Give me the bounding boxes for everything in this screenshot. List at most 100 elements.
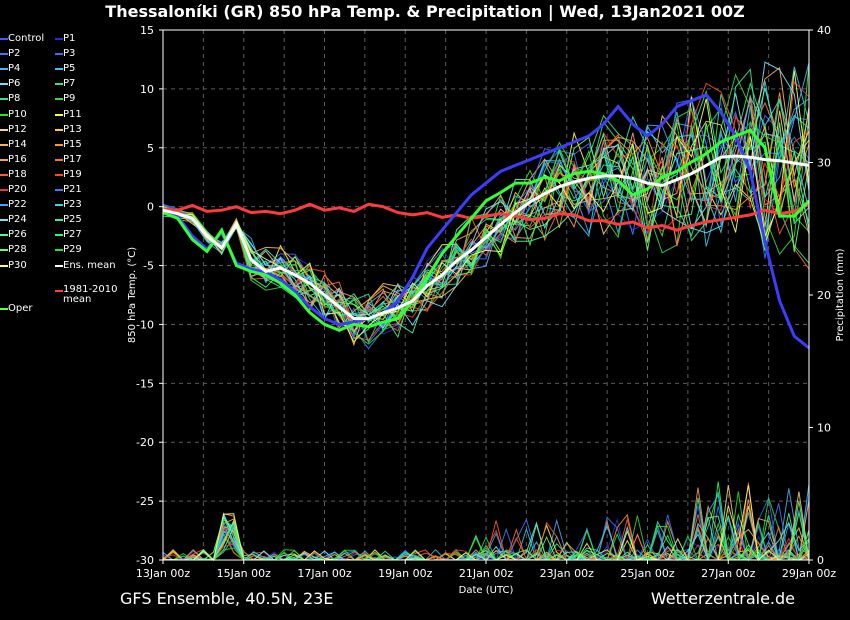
legend-swatch <box>55 173 63 176</box>
legend-swatch <box>55 68 63 71</box>
legend-label: P15 <box>63 138 82 150</box>
y-tick-label: -15 <box>136 377 154 390</box>
legend-swatch <box>0 264 8 267</box>
legend-label: P3 <box>63 48 76 60</box>
member-line-p14 <box>162 66 810 329</box>
oper-line <box>162 128 811 332</box>
y-tick-label: 15 <box>140 24 154 37</box>
legend-label: P26 <box>8 229 27 241</box>
legend-swatch <box>55 158 63 161</box>
y2-tick-label: 20 <box>817 289 831 302</box>
legend-label: P24 <box>8 214 27 226</box>
y-tick-label: -25 <box>136 495 154 508</box>
legend-swatch <box>0 204 8 207</box>
legend-swatch <box>0 158 8 161</box>
legend-swatch <box>55 234 63 237</box>
legend-label: P10 <box>8 108 27 120</box>
chart-title: Thessaloníki (GR) 850 hPa Temp. & Precip… <box>105 2 745 21</box>
x-tick-label: 23Jan 00z <box>540 567 594 580</box>
legend-label: P20 <box>8 184 27 195</box>
legend-label: P22 <box>8 199 27 211</box>
member-series <box>162 61 810 350</box>
y-tick-label: -20 <box>136 436 154 449</box>
x-tick-label: 25Jan 00z <box>620 567 674 580</box>
legend-label: P28 <box>8 244 27 256</box>
member-line-p27 <box>162 89 810 339</box>
legend-label: Oper <box>8 303 33 315</box>
climate-mean-line <box>162 202 810 232</box>
legend-label: P18 <box>8 168 27 180</box>
legend-label: P17 <box>63 153 82 165</box>
legend-swatch <box>0 189 8 191</box>
legend-swatch <box>0 68 8 71</box>
legend-label: P1 <box>63 33 76 44</box>
legend: Control P1 P2 P3 P4 P5 P6 P7 P8 P9 P10 P11 P12 P13 P14… <box>0 33 130 323</box>
legend-label: P11 <box>63 108 82 120</box>
y-tick-label: -5 <box>143 260 154 273</box>
member-line-p30 <box>162 70 810 343</box>
legend-swatch <box>0 38 8 40</box>
axis-ticks: 15 10 5 0 -5 -10 -15 -20 -25 -30 40 30 20 10 0 13Jan 00… <box>136 24 836 580</box>
legend-label: P16 <box>8 153 27 165</box>
legend-label: Control <box>8 33 45 44</box>
legend-label: P29 <box>63 244 82 256</box>
legend-swatch <box>55 113 63 116</box>
legend-swatch <box>55 204 63 207</box>
x-tick-label: 17Jan 00z <box>297 567 351 580</box>
member-line-p28 <box>162 122 810 320</box>
y-tick-label: 0 <box>147 201 154 214</box>
legend-swatch <box>55 189 63 191</box>
x-tick-label: 19Jan 00z <box>378 567 432 580</box>
highlighted-series <box>162 93 811 350</box>
source-credit: Wetterzentrale.de <box>650 589 795 608</box>
legend-label: P4 <box>8 63 21 75</box>
legend-label: P13 <box>63 123 82 135</box>
ens-mean-line <box>162 154 810 321</box>
legend-swatch <box>0 98 8 101</box>
y2-tick-label: 10 <box>817 422 831 435</box>
y-tick-label: -10 <box>136 318 154 331</box>
legend-label: P7 <box>63 78 76 90</box>
legend-swatch <box>55 264 63 267</box>
y-axis-label: 850 hPa Temp. (°C) <box>127 247 138 343</box>
x-tick-label: 21Jan 00z <box>459 567 513 580</box>
legend-swatch <box>0 53 8 56</box>
legend-swatch <box>0 113 8 116</box>
legend-swatch <box>0 234 8 237</box>
legend-swatch <box>0 308 8 311</box>
legend-swatch <box>0 219 8 222</box>
legend-label: Ens. mean <box>63 259 116 271</box>
grid <box>162 29 810 561</box>
y-tick-label: -30 <box>136 554 154 567</box>
legend-label: P12 <box>8 123 27 135</box>
member-line-p13 <box>162 114 810 347</box>
legend-swatch <box>55 83 63 86</box>
x-tick-label: 29Jan 00z <box>782 567 836 580</box>
legend-label: P19 <box>63 168 82 180</box>
legend-swatch <box>55 219 63 222</box>
legend-swatch <box>55 38 63 40</box>
legend-swatch <box>55 143 63 146</box>
legend-swatch <box>55 53 63 56</box>
legend-label: P30 <box>8 259 27 271</box>
legend-label: P5 <box>63 63 76 75</box>
legend-label: P25 <box>63 214 82 226</box>
legend-label: P6 <box>8 78 21 90</box>
legend-label: P9 <box>63 93 76 105</box>
x-tick-label: 27Jan 00z <box>701 567 755 580</box>
legend-swatch <box>0 249 8 252</box>
legend-swatch <box>0 143 8 146</box>
legend-swatch <box>0 173 8 176</box>
x-tick-label: 13Jan 00z <box>136 567 190 580</box>
legend-label: 1981-2010 mean <box>63 284 118 306</box>
legend-label: P23 <box>63 199 82 211</box>
legend-swatch <box>55 98 63 101</box>
member-line-p18 <box>162 94 810 341</box>
legend-swatch <box>55 290 63 293</box>
y2-tick-label: 30 <box>817 157 831 170</box>
legend-label: P14 <box>8 138 27 150</box>
legend-label: P2 <box>8 48 21 60</box>
control-line <box>162 93 810 350</box>
y-tick-label: 10 <box>140 83 154 96</box>
